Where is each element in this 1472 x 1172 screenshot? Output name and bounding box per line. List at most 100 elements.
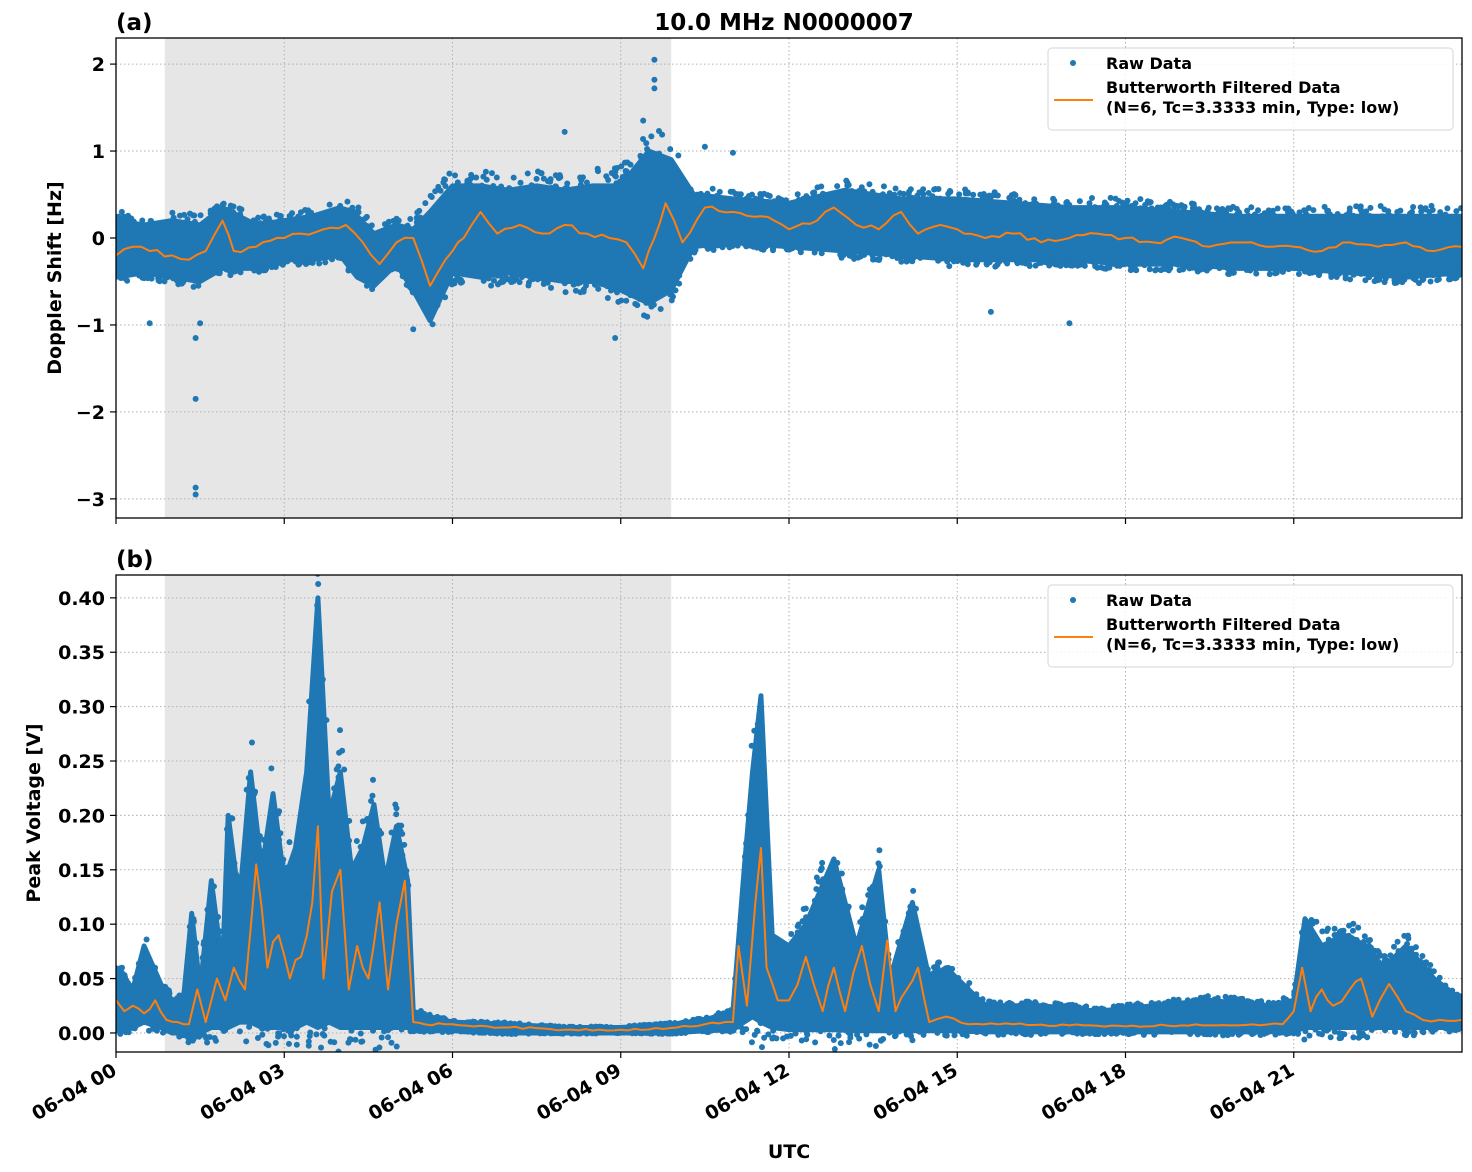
raw-data-point bbox=[803, 1036, 810, 1043]
legend-filter-params: (N=6, Tc=3.3333 min, Type: low) bbox=[1106, 635, 1399, 654]
raw-data-point bbox=[788, 931, 795, 938]
raw-data-point bbox=[1367, 936, 1374, 943]
raw-data-point bbox=[213, 204, 220, 211]
raw-data-point bbox=[1069, 1029, 1076, 1036]
raw-data-point bbox=[1453, 208, 1460, 215]
raw-data-point bbox=[1141, 1029, 1148, 1036]
x-axis-label: UTC bbox=[768, 1141, 810, 1163]
raw-data-point bbox=[1204, 993, 1211, 1000]
raw-data-point bbox=[124, 277, 131, 284]
raw-data-point bbox=[659, 131, 666, 138]
raw-data-point bbox=[1347, 276, 1354, 283]
panel-a-ytick-label: −2 bbox=[76, 402, 105, 424]
raw-data-point bbox=[326, 201, 333, 208]
raw-data-point bbox=[818, 183, 825, 190]
raw-data-point bbox=[629, 1030, 636, 1037]
raw-data-point bbox=[761, 190, 768, 197]
raw-data-point bbox=[672, 287, 679, 294]
raw-data-point bbox=[912, 905, 919, 912]
raw-data-point bbox=[490, 183, 497, 190]
raw-data-point bbox=[165, 987, 172, 994]
raw-data-point bbox=[592, 1023, 599, 1030]
raw-data-point bbox=[834, 183, 841, 190]
raw-data-point bbox=[1408, 946, 1415, 953]
raw-data-point bbox=[190, 283, 197, 290]
raw-data-point bbox=[1102, 1029, 1109, 1036]
raw-data-point bbox=[983, 260, 990, 267]
raw-data-point bbox=[880, 183, 887, 190]
raw-data-point bbox=[441, 176, 448, 183]
raw-data-point bbox=[395, 217, 402, 224]
raw-data-point bbox=[498, 1029, 505, 1036]
raw-data-point bbox=[214, 913, 221, 920]
raw-data-point bbox=[1067, 262, 1074, 269]
raw-data-point bbox=[932, 965, 939, 972]
raw-data-point bbox=[1121, 261, 1128, 268]
raw-data-point bbox=[399, 273, 406, 280]
raw-data-point bbox=[966, 979, 973, 986]
raw-data-point bbox=[537, 1022, 544, 1029]
raw-data-point bbox=[453, 277, 460, 284]
raw-data-point bbox=[644, 146, 651, 153]
raw-data-point bbox=[1381, 953, 1388, 960]
raw-data-point bbox=[1266, 271, 1273, 278]
raw-data-point bbox=[445, 1028, 452, 1035]
raw-data-point bbox=[421, 1010, 428, 1017]
raw-data-point bbox=[905, 910, 912, 917]
raw-data-point bbox=[907, 903, 914, 910]
raw-data-point bbox=[1226, 271, 1233, 278]
raw-data-point bbox=[1245, 998, 1252, 1005]
raw-data-point bbox=[588, 1030, 595, 1037]
raw-data-point bbox=[413, 219, 420, 226]
raw-data-point bbox=[1350, 1034, 1357, 1041]
raw-data-point bbox=[1165, 267, 1172, 274]
raw-data-point bbox=[714, 192, 721, 199]
raw-data-point bbox=[838, 870, 845, 877]
raw-data-point bbox=[268, 765, 275, 772]
raw-data-point bbox=[184, 216, 191, 223]
raw-data-point bbox=[1336, 928, 1343, 935]
raw-data-point bbox=[843, 177, 850, 184]
raw-data-point bbox=[869, 252, 876, 259]
raw-data-point bbox=[1206, 264, 1213, 271]
raw-data-point bbox=[323, 717, 330, 724]
raw-data-point bbox=[295, 261, 302, 268]
raw-data-point bbox=[1269, 207, 1276, 214]
raw-data-point bbox=[607, 1024, 614, 1031]
raw-data-point bbox=[1446, 276, 1453, 283]
raw-data-point bbox=[1410, 275, 1417, 282]
raw-data-point bbox=[770, 1027, 777, 1034]
raw-data-point bbox=[281, 1033, 288, 1040]
legend-box bbox=[1047, 47, 1454, 131]
raw-data-point bbox=[223, 266, 230, 273]
raw-data-point bbox=[1409, 1024, 1416, 1031]
raw-data-point bbox=[233, 871, 240, 878]
raw-data-point bbox=[1174, 261, 1181, 268]
raw-data-point bbox=[533, 274, 540, 281]
raw-data-point bbox=[811, 897, 818, 904]
raw-data-outlier-point bbox=[192, 335, 199, 341]
raw-data-point bbox=[709, 246, 716, 253]
raw-data-point bbox=[656, 150, 663, 157]
raw-data-point bbox=[505, 1021, 512, 1028]
raw-data-point bbox=[973, 991, 980, 998]
raw-data-point bbox=[385, 1034, 392, 1041]
raw-data-point bbox=[357, 843, 364, 850]
raw-data-point bbox=[370, 1027, 377, 1034]
raw-data-point bbox=[362, 215, 369, 222]
raw-data-point bbox=[1381, 206, 1388, 213]
panel-b-ytick-label: 0.40 bbox=[58, 588, 105, 610]
raw-data-point bbox=[1394, 938, 1401, 945]
raw-data-point bbox=[770, 245, 777, 252]
raw-data-point bbox=[819, 190, 826, 197]
raw-data-point bbox=[1043, 259, 1050, 266]
raw-data-point bbox=[800, 195, 807, 202]
raw-data-point bbox=[283, 864, 290, 871]
raw-data-point bbox=[1137, 205, 1144, 212]
raw-data-point bbox=[496, 271, 503, 278]
raw-data-point bbox=[552, 1030, 559, 1037]
raw-data-point bbox=[1168, 1028, 1175, 1035]
raw-data-point bbox=[883, 251, 890, 258]
raw-data-point bbox=[1275, 999, 1282, 1006]
raw-data-point bbox=[1176, 267, 1183, 274]
